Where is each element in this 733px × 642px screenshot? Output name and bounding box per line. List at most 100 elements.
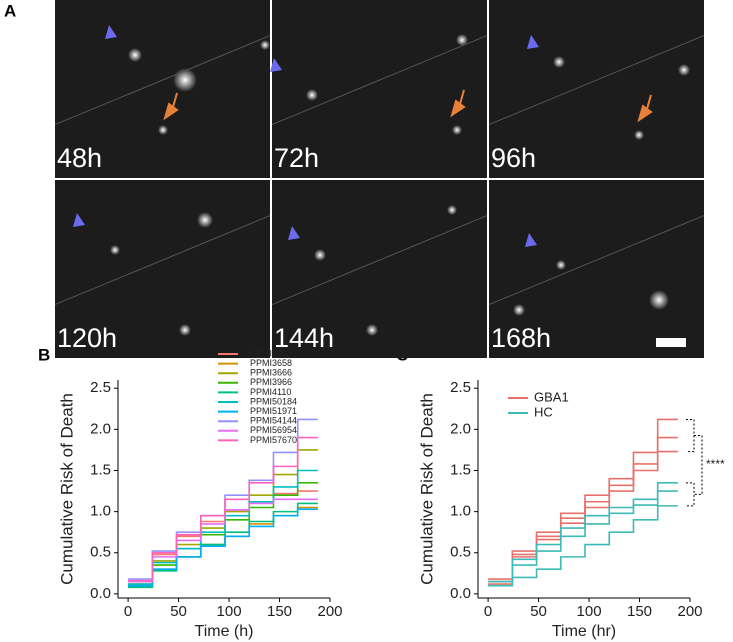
neurite (488, 215, 705, 306)
legend-label: PPMI3666 (250, 368, 292, 378)
legend-label: PPMI3658 (250, 358, 292, 368)
legend-label: PPMI57670 (250, 435, 297, 445)
bracket (694, 435, 703, 495)
arrow-marker (450, 89, 466, 118)
bracket (686, 418, 695, 453)
x-tick-label: 100 (577, 603, 602, 620)
panel-label: A (4, 1, 16, 20)
y-tick-label: 2.0 (450, 420, 471, 437)
step-line (128, 508, 318, 587)
micrograph (489, 180, 704, 358)
step-line (128, 490, 318, 583)
cell (314, 249, 326, 261)
x-tick-label: 100 (217, 603, 242, 620)
legend-label: PPMI3966 (250, 377, 292, 387)
arrowhead-marker (288, 226, 300, 240)
x-tick-label: 0 (484, 603, 492, 620)
micrograph (272, 0, 487, 178)
y-tick-label: 0.0 (90, 585, 111, 602)
arrowhead-marker (527, 35, 539, 49)
cell (110, 245, 120, 255)
y-tick-label: 1.0 (90, 503, 111, 520)
cell (447, 205, 457, 215)
cell (649, 290, 669, 310)
frame-label: 168h (491, 323, 551, 353)
bracket (686, 482, 695, 507)
cell (306, 89, 318, 101)
neurite (271, 215, 488, 306)
x-tick-label: 50 (170, 603, 187, 620)
x-tick-label: 200 (317, 603, 342, 620)
cell (456, 34, 468, 46)
frame-label: 120h (57, 323, 117, 353)
x-tick-label: 50 (530, 603, 547, 620)
cell (197, 212, 213, 228)
frame-label: 48h (57, 143, 102, 173)
x-tick-label: 200 (677, 603, 702, 620)
legend-label: PPMI54144 (250, 416, 297, 426)
legend-label: HC (534, 404, 553, 419)
micrograph (55, 0, 270, 178)
arrowhead-marker (73, 213, 85, 227)
frame-label: 72h (274, 143, 319, 173)
x-tick-label: 0 (124, 603, 132, 620)
y-tick-label: 0.5 (90, 544, 111, 561)
legend-label: PPMI50184 (250, 396, 297, 406)
legend-label: PPMI56954 (250, 425, 297, 435)
legend-label: PPMI4110 (250, 387, 291, 397)
neurite (54, 35, 271, 126)
cell (128, 48, 142, 62)
y-tick-label: 2.5 (90, 379, 111, 396)
cell (553, 56, 565, 68)
cell (158, 125, 168, 135)
neurite (54, 215, 271, 306)
y-tick-label: 0.5 (450, 544, 471, 561)
y-tick-label: 2.5 (450, 379, 471, 396)
panel-label: B (38, 345, 50, 364)
step-line (128, 449, 318, 585)
micrograph (489, 0, 704, 178)
cell (678, 64, 690, 76)
frame-label: 144h (274, 323, 334, 353)
y-tick-label: 1.5 (90, 461, 111, 478)
cell (556, 260, 566, 270)
cell (452, 125, 462, 135)
arrow-marker (637, 94, 653, 123)
legend-label: PPMI3452 (250, 348, 292, 358)
frame-label: 96h (491, 143, 536, 173)
neurite (271, 35, 488, 126)
cell (634, 130, 644, 140)
arrowhead-marker (270, 58, 282, 72)
step-line (488, 505, 678, 587)
legend-label: PPMI51971 (250, 406, 297, 416)
significance: **** (706, 457, 725, 471)
arrowhead-marker (525, 233, 537, 247)
step-line (488, 490, 678, 587)
y-axis-title: Cumulative Risk of Death (417, 393, 436, 585)
legend-label: GBA1 (534, 389, 569, 404)
arrowhead-marker (105, 25, 117, 39)
micrograph (55, 180, 270, 358)
y-tick-label: 1.0 (450, 503, 471, 520)
neurite (488, 35, 705, 126)
x-tick-label: 150 (627, 603, 652, 620)
cell (513, 304, 525, 316)
cell (366, 324, 378, 336)
scale-bar (656, 338, 686, 347)
step-line (128, 469, 318, 585)
y-axis-title: Cumulative Risk of Death (57, 393, 76, 585)
step-line (128, 498, 318, 583)
cell (179, 324, 191, 336)
x-tick-label: 150 (267, 603, 292, 620)
y-tick-label: 1.5 (450, 461, 471, 478)
step-line (488, 482, 678, 583)
cell (260, 40, 270, 50)
x-axis-title: Time (h) (195, 623, 254, 640)
cell (173, 68, 197, 92)
x-axis-title: Time (hr) (552, 623, 616, 640)
y-tick-label: 0.0 (450, 585, 471, 602)
step-line (128, 436, 318, 582)
arrow-marker (163, 92, 179, 121)
y-tick-label: 2.0 (90, 420, 111, 437)
